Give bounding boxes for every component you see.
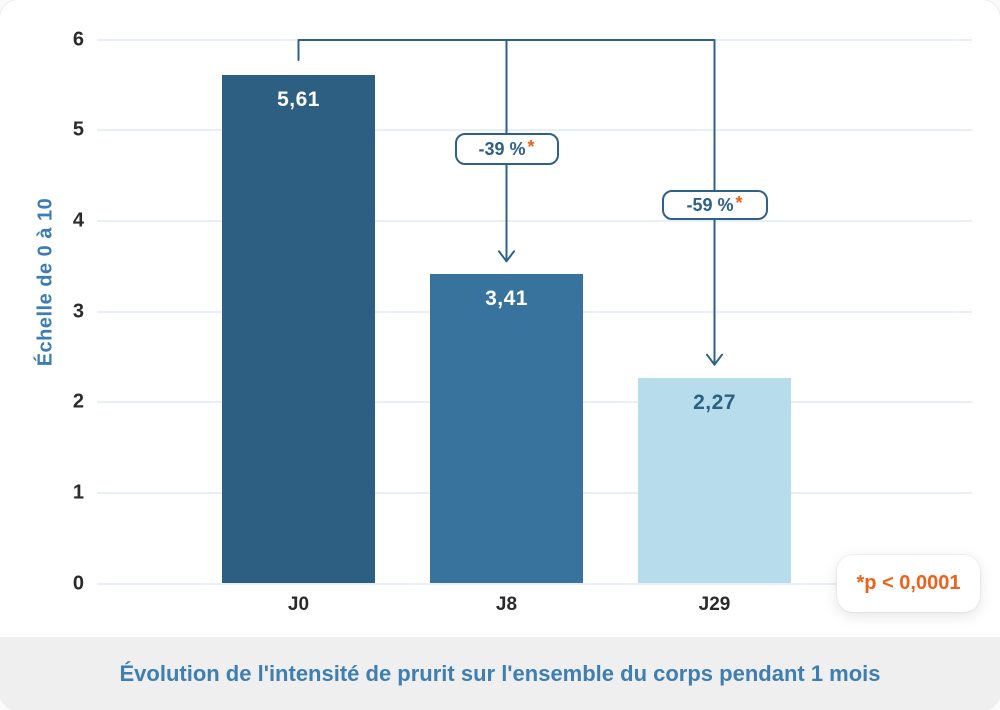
comparison-bracket-arrows: [297, 39, 723, 366]
percent-change-value: -39 %: [478, 138, 526, 159]
y-tick-label-4: 4: [72, 209, 84, 232]
bar-value-j0: 5,61: [277, 87, 320, 111]
significance-asterisk: *: [527, 136, 535, 157]
bar-j8: 3,41: [430, 274, 583, 584]
pvalue-note: *p < 0,0001: [837, 555, 980, 612]
significance-asterisk: *: [735, 192, 743, 213]
x-tick-label-j0: J0: [287, 594, 310, 615]
pvalue-text: *p < 0,0001: [856, 572, 961, 594]
gridline-y0: [97, 582, 972, 585]
chart-title: Évolution de l'intensité de prurit sur l…: [119, 660, 881, 686]
bar-j0: 5,61: [222, 74, 375, 584]
x-tick-label-j8: J8: [495, 594, 518, 615]
gridline-y5: [97, 129, 972, 132]
y-tick-label-5: 5: [72, 118, 84, 141]
caption-band: Évolution de l'intensité de prurit sur l…: [0, 637, 1000, 710]
x-tick-label-j29: J29: [698, 594, 731, 615]
bracket-path: [297, 39, 723, 366]
percent-change-badge-j29: -59 % *: [661, 190, 768, 220]
percent-change-badge-j8: -39 % *: [454, 133, 559, 165]
bar-value-j29: 2,27: [693, 390, 736, 414]
y-tick-label-3: 3: [72, 300, 84, 322]
y-tick-label-6: 6: [72, 28, 84, 50]
gridline-y4: [97, 219, 972, 222]
bar-j29: 2,27: [638, 377, 791, 584]
y-tick-label-1: 1: [72, 481, 84, 504]
y-tick-label-2: 2: [72, 390, 84, 413]
bar-value-j8: 3,41: [485, 287, 528, 311]
percent-change-value: -59 %: [686, 194, 734, 215]
y-tick-label-0: 0: [72, 572, 84, 594]
